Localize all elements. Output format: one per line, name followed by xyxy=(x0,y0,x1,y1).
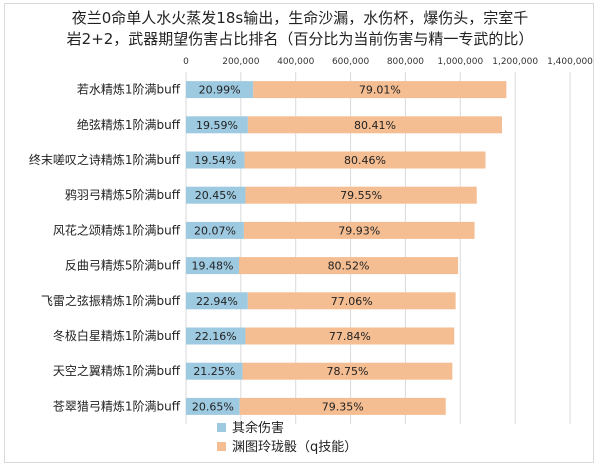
legend-label: 其余伤害 xyxy=(232,420,284,436)
data-label: 80.41% xyxy=(354,119,396,132)
data-label: 20.07% xyxy=(194,224,236,237)
chart-title-line-1: 夜兰0命单人水火蒸发18s输出，生命沙漏，水伤杯，爆伤头，宗室千 xyxy=(71,9,529,27)
category-label: 终末嗟叹之诗精炼1阶满buff xyxy=(29,152,181,167)
category-label: 鸦羽弓精炼5阶满buff xyxy=(65,187,181,202)
x-tick-label: 400,000 xyxy=(277,57,314,67)
data-label: 20.45% xyxy=(195,189,237,202)
bar-segment-other xyxy=(186,151,245,169)
bar-segment-burst xyxy=(247,292,456,310)
bars xyxy=(186,81,507,415)
data-label: 79.35% xyxy=(322,400,364,413)
category-label: 苍翠猎弓精炼1阶满buff xyxy=(53,398,181,413)
x-tick-label: 800,000 xyxy=(387,57,424,67)
bar-segment-burst xyxy=(243,221,475,239)
bar-segment-burst xyxy=(242,362,453,380)
x-tick-label: 1,200,000 xyxy=(492,57,538,67)
bar-segment-other xyxy=(186,116,248,134)
x-tick-label: 1,000,000 xyxy=(437,57,483,67)
data-label: 79.01% xyxy=(359,84,401,97)
data-label: 78.75% xyxy=(326,365,368,378)
chart-title-line-2: 岩2+2，武器期望伤害占比排名（百分比为当前伤害与精一专武的比） xyxy=(66,30,534,48)
bar-segment-other xyxy=(186,186,246,204)
x-tick-label: 200,000 xyxy=(222,57,259,67)
data-label: 79.55% xyxy=(340,189,382,202)
data-label: 19.48% xyxy=(192,260,234,273)
bar-segment-other xyxy=(186,327,246,345)
data-label: 79.93% xyxy=(338,224,380,237)
category-label: 冬极白星精炼1阶满buff xyxy=(53,328,181,343)
bar-segment-other xyxy=(186,221,244,239)
bar-segment-other xyxy=(186,362,243,380)
data-label: 22.16% xyxy=(195,330,237,343)
bar-segment-other xyxy=(186,292,248,310)
x-tick-label: 1,400,000 xyxy=(547,57,593,67)
bar-segment-other xyxy=(186,81,254,99)
data-label: 22.94% xyxy=(196,295,238,308)
data-label: 21.25% xyxy=(193,365,235,378)
x-tick-label: 600,000 xyxy=(332,57,369,67)
data-label: 80.46% xyxy=(344,154,386,167)
x-tick-label: 0 xyxy=(183,57,189,67)
data-label: 80.52% xyxy=(328,260,370,273)
labels: 0 200,000 400,000 600,000 800,000 1,000,000 1,… xyxy=(29,57,593,413)
legend-swatch xyxy=(217,442,226,451)
data-label: 20.65% xyxy=(192,400,234,413)
category-label: 天空之翼精炼1阶满buff xyxy=(53,363,181,378)
data-label: 77.84% xyxy=(329,330,371,343)
bar-segment-burst xyxy=(247,116,502,134)
data-label: 77.06% xyxy=(331,295,373,308)
data-label: 19.59% xyxy=(196,119,238,132)
legend-swatch xyxy=(217,423,226,432)
bar-segment-burst xyxy=(245,186,477,204)
category-label: 风花之颂精炼1阶满buff xyxy=(53,222,181,237)
chart-title: 夜兰0命单人水火蒸发18s输出，生命沙漏，水伤杯，爆伤头，宗室千 岩2+2，武器… xyxy=(0,8,600,50)
data-label: 20.99% xyxy=(199,84,241,97)
bar-segment-other xyxy=(186,397,240,415)
legend-label: 渊图玲珑骰（q技能） xyxy=(232,440,357,455)
bar-segment-other xyxy=(186,257,240,275)
bar-segment-burst xyxy=(244,151,486,169)
bar-segment-burst xyxy=(245,327,455,345)
bar-segment-burst xyxy=(239,257,459,275)
category-label: 若水精炼1阶满buff xyxy=(77,82,181,97)
bar-segment-burst xyxy=(239,397,446,415)
category-label: 飞雷之弦振精炼1阶满buff xyxy=(41,293,181,308)
category-label: 绝弦精炼1阶满buff xyxy=(77,117,181,132)
bar-segment-burst xyxy=(253,81,507,99)
data-label: 19.54% xyxy=(194,154,236,167)
category-label: 反曲弓精炼5阶满buff xyxy=(65,258,181,273)
